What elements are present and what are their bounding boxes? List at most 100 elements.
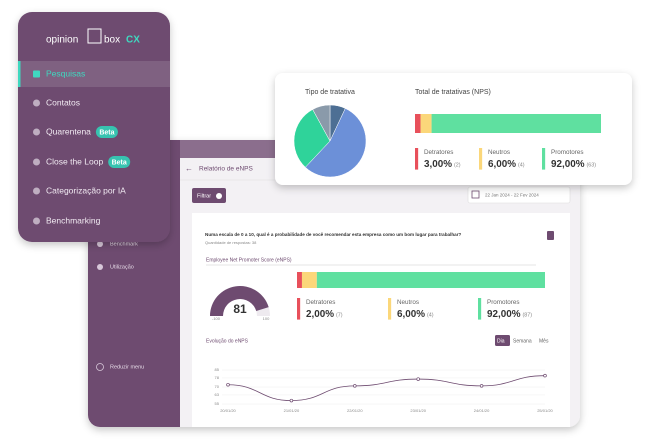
- logo-box: [87, 28, 102, 44]
- legend-value: 2,00%: [306, 309, 334, 320]
- menu-icon: [33, 158, 40, 166]
- menu-icon: [33, 187, 40, 195]
- menu-item: Utilização: [110, 264, 134, 270]
- legend-label: Neutros: [397, 299, 419, 306]
- menu-item: Benchmarking: [46, 215, 101, 225]
- legend-marker: [478, 298, 482, 320]
- pie-slice: [293, 109, 331, 168]
- bar-segment: [431, 114, 601, 133]
- gauge-fill: [210, 286, 269, 316]
- period-button: Dia: [497, 338, 505, 344]
- filter-button[interactable]: [192, 188, 226, 203]
- report-card: [192, 213, 570, 427]
- download-icon[interactable]: [547, 231, 554, 240]
- gauge-max: 100: [263, 316, 270, 321]
- legend-value: 3,00%: [424, 159, 452, 170]
- logo-text: opinion: [46, 35, 78, 46]
- legend-count: (63): [587, 163, 597, 169]
- legend-label: Promotores: [487, 299, 520, 306]
- logo-text: box: [104, 35, 120, 46]
- point: [226, 382, 230, 387]
- chart-title: Evolução do eNPS: [206, 338, 249, 344]
- menu-icon: [33, 70, 40, 78]
- beta-label: Beta: [112, 159, 127, 166]
- legend-count: (7): [336, 313, 343, 319]
- sidebar: [18, 12, 170, 242]
- bar-segment: [316, 272, 545, 288]
- point: [479, 384, 484, 388]
- nps-title: Total de tratativas (NPS): [415, 89, 491, 96]
- menu-item-active[interactable]: [18, 61, 170, 87]
- menu-icon: [97, 264, 103, 270]
- x-tick-label: 22/01/20: [347, 408, 363, 413]
- pie-slice: [312, 104, 331, 142]
- point: [289, 398, 294, 403]
- x-tick-label: 25/01/20: [537, 408, 553, 413]
- menu-item: Quarentena: [46, 126, 91, 136]
- menu-icon: [97, 241, 103, 247]
- gauge-min: -100: [212, 316, 221, 321]
- x-tick-label: 20/01/20: [220, 408, 236, 413]
- filter-label: Filtrar: [197, 193, 211, 199]
- beta-label: Beta: [99, 129, 114, 136]
- period-button-active[interactable]: [495, 335, 510, 346]
- legend-label: Detratores: [424, 149, 453, 156]
- legend-value: 6,00%: [397, 309, 425, 320]
- menu-icon: [33, 217, 40, 225]
- date-picker[interactable]: [467, 186, 571, 204]
- legend-marker: [479, 148, 483, 170]
- legend-count: (4): [427, 313, 434, 319]
- pie-slice: [305, 108, 367, 178]
- x-tick-label: 23/01/20: [410, 408, 426, 413]
- page-title: Relatório de eNPS: [199, 166, 253, 173]
- period-button: Semana: [513, 338, 532, 344]
- active-indicator: [18, 61, 21, 87]
- pie-title: Tipo de tratativa: [305, 89, 355, 96]
- point: [543, 373, 547, 378]
- beta-badge: [108, 156, 131, 168]
- y-tick-label: 63: [215, 392, 220, 397]
- legend-label: Detratores: [306, 299, 335, 306]
- gauge-value: 81: [233, 302, 247, 316]
- y-tick-label: 70: [215, 384, 220, 389]
- collapse-menu: Reduzir menu: [110, 364, 144, 370]
- legend-value: 6,00%: [488, 159, 516, 170]
- legend-count: (4): [518, 163, 525, 169]
- logo-accent: CX: [126, 35, 140, 46]
- legend-marker: [297, 298, 301, 320]
- bar-segment: [297, 272, 302, 288]
- responses: Quantidade de respostas: 38: [205, 240, 257, 245]
- calendar-icon: [471, 190, 480, 199]
- menu-item: Close the Loop: [46, 156, 103, 166]
- menu-icon: [33, 128, 40, 136]
- section-title: Employee Net Promoter Score (eNPS): [206, 257, 292, 263]
- menu-icon: [33, 99, 40, 107]
- x-tick-label: 21/01/20: [284, 408, 300, 413]
- collapse-icon: [96, 363, 104, 371]
- legend-count: (87): [523, 313, 533, 319]
- legend-marker: [388, 298, 392, 320]
- y-tick-label: 78: [215, 375, 220, 380]
- legend-count: (2): [454, 163, 461, 169]
- menu-item: Benchmark: [110, 241, 138, 247]
- bar-segment: [301, 272, 317, 288]
- line: [227, 375, 546, 402]
- legend-value: 92,00%: [487, 309, 521, 320]
- menu-item: Contatos: [46, 97, 80, 107]
- legend-marker: [415, 148, 419, 170]
- question: Numa escala de 0 a 10, qual é a probabil…: [205, 232, 462, 237]
- menu-item: Pesquisas: [46, 68, 85, 78]
- legend-label: Promotores: [551, 149, 584, 156]
- bar-segment: [420, 114, 432, 133]
- back-arrow: ←: [185, 164, 193, 173]
- point: [416, 377, 420, 381]
- bar-segment: [415, 114, 421, 133]
- y-tick-label: 85: [215, 367, 220, 372]
- legend-value: 92,00%: [551, 159, 585, 170]
- period-button: Mês: [539, 338, 549, 344]
- beta-badge: [95, 126, 118, 138]
- legend-label: Neutros: [488, 149, 510, 156]
- legend-marker: [542, 148, 546, 170]
- menu-item: Categorização por IA: [46, 185, 126, 195]
